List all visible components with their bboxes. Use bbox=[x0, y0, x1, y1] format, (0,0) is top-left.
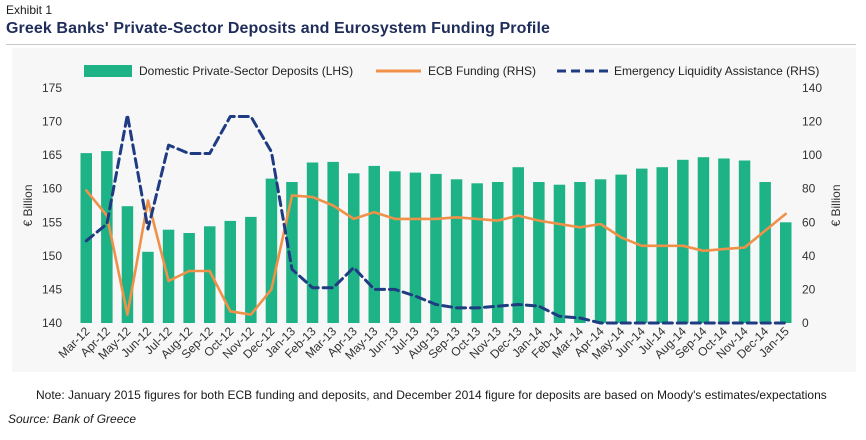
ecb-funding-line bbox=[85, 189, 788, 316]
chart-title: Greek Banks' Private-Sector Deposits and… bbox=[6, 20, 550, 37]
legend-ela-label: Emergency Liquidity Assistance (RHS) bbox=[614, 64, 819, 78]
deposit-bar bbox=[512, 167, 524, 323]
deposit-bar bbox=[348, 173, 360, 323]
legend-deposits-swatch bbox=[84, 65, 132, 77]
ela-line bbox=[84, 113, 788, 325]
deposit-bar bbox=[492, 182, 504, 323]
chart-source: Source: Bank of Greece bbox=[8, 412, 137, 426]
right-tick-label: 20 bbox=[802, 282, 816, 296]
deposit-bar bbox=[409, 172, 422, 323]
right-tick-label: 100 bbox=[802, 148, 822, 162]
deposit-bar bbox=[80, 153, 92, 323]
left-tick-label: 170 bbox=[42, 115, 62, 129]
deposit-bar bbox=[471, 183, 483, 323]
deposit-bar bbox=[780, 222, 792, 323]
right-tick-label: 120 bbox=[802, 115, 822, 129]
deposit-bar bbox=[101, 151, 113, 323]
chart-note: Note: January 2015 figures for both ECB … bbox=[36, 388, 827, 402]
left-tick-label: 165 bbox=[42, 148, 62, 162]
exhibit-label: Exhibit 1 bbox=[6, 3, 53, 17]
deposit-bar bbox=[430, 173, 442, 323]
title-divider bbox=[6, 44, 856, 45]
right-tick-label: 140 bbox=[802, 81, 822, 95]
deposit-bar bbox=[224, 220, 236, 323]
deposit-bar bbox=[615, 174, 627, 323]
left-tick-label: 140 bbox=[42, 316, 62, 330]
deposit-bar bbox=[265, 178, 278, 323]
right-tick-label: 0 bbox=[802, 316, 809, 330]
deposit-bar bbox=[368, 165, 380, 323]
deposit-bar bbox=[306, 162, 319, 323]
deposit-bar bbox=[574, 182, 586, 323]
deposit-bar bbox=[759, 182, 771, 323]
left-tick-label: 145 bbox=[42, 282, 62, 296]
left-tick-label: 150 bbox=[42, 249, 62, 263]
deposit-bar bbox=[183, 233, 195, 323]
deposit-bar bbox=[286, 182, 298, 323]
right-tick-label: 60 bbox=[802, 215, 816, 229]
deposit-bar bbox=[245, 216, 257, 323]
deposit-bar bbox=[677, 159, 689, 323]
left-tick-label: 160 bbox=[42, 182, 62, 196]
deposit-bar bbox=[121, 206, 134, 323]
deposit-bar bbox=[738, 160, 751, 323]
deposit-bar bbox=[553, 184, 566, 323]
deposit-bar bbox=[594, 179, 607, 323]
legend-ecb-label: ECB Funding (RHS) bbox=[428, 64, 536, 78]
deposit-bar bbox=[204, 226, 216, 323]
left-axis-title: € Billion bbox=[21, 184, 35, 226]
deposit-bar bbox=[450, 179, 463, 323]
chart: 140 145 150 155 160 165 170 175 0 20 40 60 80 100 120 1… bbox=[21, 64, 843, 362]
left-tick-label: 155 bbox=[42, 215, 62, 229]
deposit-bar bbox=[142, 251, 154, 323]
right-tick-label: 80 bbox=[802, 182, 816, 196]
right-tick-label: 40 bbox=[802, 249, 816, 263]
legend-deposits-label: Domestic Private-Sector Deposits (LHS) bbox=[139, 64, 353, 78]
deposit-bar bbox=[697, 157, 710, 323]
deposit-bar bbox=[327, 161, 339, 323]
deposit-bar bbox=[533, 182, 545, 323]
left-tick-label: 175 bbox=[42, 81, 62, 95]
right-axis-title: € Billion bbox=[829, 184, 843, 226]
deposit-bar bbox=[718, 158, 730, 323]
deposit-bar bbox=[389, 171, 401, 323]
